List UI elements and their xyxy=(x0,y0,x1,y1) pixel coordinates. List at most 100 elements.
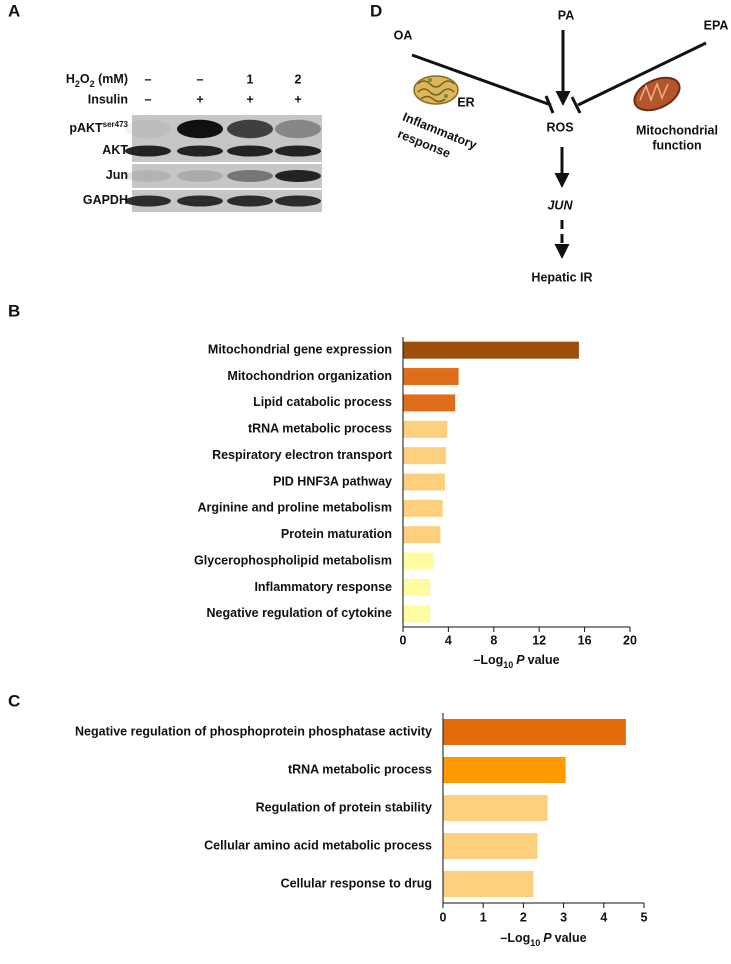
lane-value: – xyxy=(197,72,204,86)
node-label: JUN xyxy=(547,198,573,212)
label-part: pAKT xyxy=(69,121,103,135)
blot-band xyxy=(227,145,273,157)
inhibition-line xyxy=(577,41,707,107)
inhibition-bar xyxy=(570,96,582,114)
bar xyxy=(403,526,441,544)
label-part: P xyxy=(543,931,552,945)
node-label: EPA xyxy=(704,18,729,32)
x-tick-label: 0 xyxy=(440,910,447,924)
category-label: Protein maturation xyxy=(281,527,392,541)
x-tick-label: 16 xyxy=(578,633,592,647)
blot-band xyxy=(177,119,223,139)
x-tick-label: 5 xyxy=(641,910,648,924)
inhibition-bar xyxy=(544,95,555,114)
label-part: P xyxy=(516,653,525,667)
blot-band xyxy=(227,195,273,207)
lane-value: 1 xyxy=(247,72,254,86)
x-tick-label: 3 xyxy=(560,910,567,924)
category-label: Regulation of protein stability xyxy=(256,800,432,814)
lane-value: + xyxy=(246,92,253,106)
blot-band xyxy=(177,170,223,182)
panel-label: D xyxy=(370,1,382,20)
condition-label: H2O2 (mM) xyxy=(66,72,128,89)
category-label: Lipid catabolic process xyxy=(253,395,392,409)
bar xyxy=(443,757,566,783)
node-label: Mitochondrial xyxy=(636,123,718,137)
blot-row-label: GAPDH xyxy=(83,193,128,207)
node-label: OA xyxy=(394,28,413,42)
panel-label: B xyxy=(8,301,20,320)
blot-band xyxy=(177,195,223,207)
node-label: ER xyxy=(457,95,474,109)
category-label: Mitochondrial gene expression xyxy=(208,342,392,356)
x-tick-label: 8 xyxy=(490,633,497,647)
lane-value: – xyxy=(145,92,152,106)
pathway-diagram xyxy=(411,30,707,259)
category-label: Inflammatory response xyxy=(254,580,392,594)
label-part: H xyxy=(66,72,75,86)
label-part: 10 xyxy=(503,660,513,670)
bar xyxy=(403,341,579,359)
blot-row-label: Jun xyxy=(106,168,128,182)
bar xyxy=(443,833,538,859)
x-tick-label: 1 xyxy=(480,910,487,924)
blot-band xyxy=(275,145,321,157)
blot-band xyxy=(275,195,321,207)
blot-band xyxy=(177,145,223,157)
label-part: value xyxy=(555,931,587,945)
label-part: O xyxy=(80,72,90,86)
inhibition-line xyxy=(411,53,552,107)
blot-band xyxy=(227,170,273,182)
category-label: Cellular response to drug xyxy=(281,876,432,890)
bar xyxy=(403,552,434,570)
bar xyxy=(403,420,448,438)
category-label: Arginine and proline metabolism xyxy=(198,501,392,515)
bar xyxy=(403,499,443,517)
lane-value: + xyxy=(196,92,203,106)
blot-band xyxy=(227,119,273,139)
blot-band xyxy=(125,170,171,182)
label-part: –Log xyxy=(500,931,530,945)
label-part: Jun xyxy=(106,168,128,182)
node-label: Hepatic IR xyxy=(531,270,592,284)
x-tick-label: 12 xyxy=(532,633,546,647)
blot-band xyxy=(125,119,171,139)
blot-band xyxy=(275,119,321,139)
category-label: tRNA metabolic process xyxy=(288,762,432,776)
x-tick-label: 0 xyxy=(400,633,407,647)
condition-label: Insulin xyxy=(88,92,128,106)
x-tick-label: 4 xyxy=(445,633,452,647)
panel-label: C xyxy=(8,691,20,710)
category-label: Negative regulation of phosphoprotein ph… xyxy=(75,724,432,738)
node-label: function xyxy=(652,138,701,152)
category-label: Glycerophospholipid metabolism xyxy=(194,553,392,567)
blot-row-label: pAKTser473 xyxy=(69,120,128,136)
lane-value: 2 xyxy=(295,72,302,86)
x-tick-label: 4 xyxy=(600,910,607,924)
category-label: Mitochondrion organization xyxy=(227,369,392,383)
bar xyxy=(403,368,459,386)
lane-value: – xyxy=(145,72,152,86)
x-tick-label: 2 xyxy=(520,910,527,924)
label-part: (mM) xyxy=(95,72,128,86)
blot-row-label: AKT xyxy=(102,143,128,157)
lane-value: + xyxy=(294,92,301,106)
bar xyxy=(443,719,626,745)
category-label: Respiratory electron transport xyxy=(212,448,393,462)
blot-band xyxy=(125,195,171,207)
label-part: value xyxy=(528,653,560,667)
er-icon xyxy=(413,75,459,105)
bar xyxy=(403,473,445,491)
node-label: PA xyxy=(558,8,574,22)
mitochondrion-icon xyxy=(633,76,681,112)
category-label: PID HNF3A pathway xyxy=(273,474,392,488)
label-part: AKT xyxy=(102,143,128,157)
bar xyxy=(443,871,534,897)
bar xyxy=(403,605,431,623)
label-part: 2 xyxy=(90,79,95,89)
bar xyxy=(403,394,456,412)
blot-band xyxy=(275,170,321,182)
bar xyxy=(403,447,447,465)
